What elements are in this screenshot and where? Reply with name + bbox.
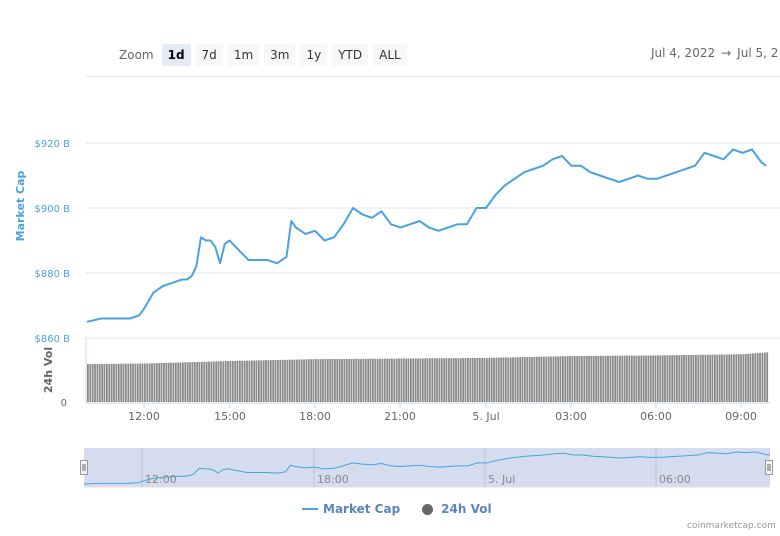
navigator-left-handle[interactable] bbox=[80, 460, 88, 475]
circle-symbol-icon bbox=[422, 503, 434, 515]
nav-tick-1800: 18:00 bbox=[317, 473, 349, 486]
zoom-1d-button[interactable]: 1d bbox=[161, 44, 191, 66]
market-cap-axis-title: Market Cap bbox=[14, 171, 27, 242]
volume-axis-title: 24h Vol bbox=[42, 347, 55, 393]
x-tick-1500: 15:00 bbox=[214, 410, 246, 423]
legend-label-market-cap: Market Cap bbox=[323, 502, 401, 516]
zoom-ytd-button[interactable]: YTD bbox=[332, 44, 369, 66]
legend: Market Cap 24h Vol bbox=[302, 502, 514, 516]
nav-tick-5jul: 5. Jul bbox=[488, 473, 515, 486]
nav-tick-0600: 06:00 bbox=[659, 473, 691, 486]
legend-item-market-cap[interactable]: Market Cap bbox=[302, 502, 400, 516]
volume-bars bbox=[87, 352, 769, 403]
volume-y-tick-0: 0 bbox=[61, 398, 67, 409]
zoom-1m-button[interactable]: 1m bbox=[227, 44, 260, 66]
navigator-right-handle[interactable] bbox=[765, 460, 773, 475]
x-tick-0300: 03:00 bbox=[555, 410, 587, 423]
navigator-series-line bbox=[83, 451, 771, 485]
credit-link[interactable]: coinmarketcap.com bbox=[687, 521, 776, 531]
y-tick-920: $920 B bbox=[35, 139, 71, 150]
y-tick-900: $900 B bbox=[35, 204, 71, 215]
date-range: Jul 4, 2022 → Jul 5, 2 bbox=[651, 46, 778, 60]
zoom-all-button[interactable]: ALL bbox=[373, 44, 407, 66]
y-tick-860: $860 B bbox=[35, 334, 71, 345]
x-axis: 12:00 15:00 18:00 21:00 5. Jul 03:00 06:… bbox=[128, 403, 757, 423]
zoom-range-selector: Zoom 1d 7d 1m 3m 1y YTD ALL bbox=[117, 44, 412, 66]
navigator[interactable]: 12:00 18:00 5. Jul 06:00 bbox=[80, 448, 773, 488]
zoom-7d-button[interactable]: 7d bbox=[195, 44, 223, 66]
zoom-1y-button[interactable]: 1y bbox=[300, 44, 328, 66]
legend-label-24h-vol: 24h Vol bbox=[441, 502, 492, 516]
x-tick-1200: 12:00 bbox=[128, 410, 160, 423]
date-range-from[interactable]: Jul 4, 2022 bbox=[651, 46, 716, 60]
legend-item-24h-vol[interactable]: 24h Vol bbox=[422, 502, 492, 516]
market-cap-line[interactable] bbox=[86, 148, 767, 323]
zoom-3m-button[interactable]: 3m bbox=[264, 44, 296, 66]
x-tick-0900: 09:00 bbox=[725, 410, 757, 423]
x-tick-2100: 21:00 bbox=[384, 410, 416, 423]
market-cap-y-axis: $920 B $900 B $880 B $860 B bbox=[35, 139, 71, 345]
line-symbol-icon bbox=[302, 508, 318, 510]
x-tick-1800: 18:00 bbox=[299, 410, 331, 423]
toolbar-divider bbox=[86, 76, 780, 77]
x-tick-5jul: 5. Jul bbox=[472, 410, 499, 423]
arrow-right-icon: → bbox=[721, 46, 732, 60]
x-tick-0600: 06:00 bbox=[640, 410, 672, 423]
date-range-to[interactable]: Jul 5, 2 bbox=[737, 46, 779, 60]
zoom-label: Zoom bbox=[119, 48, 154, 62]
grid-lines bbox=[86, 142, 780, 339]
nav-tick-1200: 12:00 bbox=[145, 473, 177, 486]
y-tick-880: $880 B bbox=[35, 269, 71, 280]
